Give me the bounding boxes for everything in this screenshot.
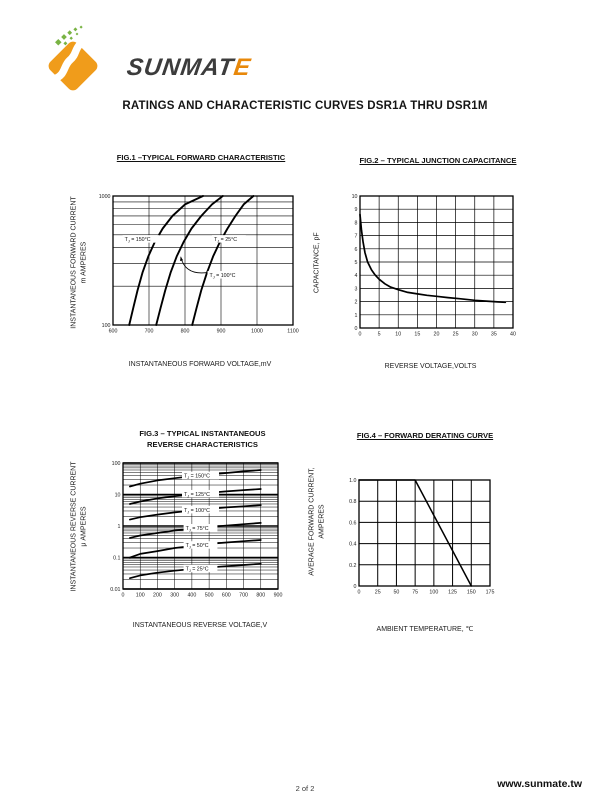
svg-text:100: 100 (429, 590, 438, 596)
svg-text:0: 0 (122, 593, 125, 599)
fig3-caption-line2: REVERSE CHARACTERISTICS (147, 440, 258, 449)
svg-text:0.2: 0.2 (349, 563, 356, 569)
fig3-y-axis-label: INSTANTANEOUS REVERSE CURRENT μ AMPERES (70, 461, 88, 592)
svg-text:1100: 1100 (287, 329, 298, 335)
fig3-x-axis-label: INSTANTANEOUS REVERSE VOLTAGE,V (132, 622, 268, 629)
svg-text:25: 25 (453, 332, 459, 338)
svg-text:100: 100 (136, 593, 145, 599)
svg-text:800: 800 (256, 593, 265, 599)
svg-text:175: 175 (486, 590, 495, 596)
svg-text:1000: 1000 (251, 329, 263, 335)
fig4-y-axis-label: AVERAGE FORWARD CURRENT, AMPERES (308, 467, 326, 576)
svg-text:1000: 1000 (99, 194, 111, 200)
svg-text:0: 0 (355, 326, 358, 332)
svg-text:75: 75 (412, 590, 418, 596)
fig1-caption: FIG.1 –TYPICAL FORWARD CHARACTERISTIC (116, 153, 286, 162)
svg-text:1.0: 1.0 (349, 478, 356, 484)
svg-text:0: 0 (358, 590, 361, 596)
svg-text:150: 150 (467, 590, 476, 596)
svg-text:7: 7 (355, 234, 358, 240)
svg-text:900: 900 (274, 593, 283, 599)
svg-text:100: 100 (102, 323, 111, 329)
svg-text:2: 2 (355, 300, 358, 306)
svg-text:0.01: 0.01 (110, 587, 120, 593)
svg-text:20: 20 (434, 332, 440, 338)
fig2-caption: FIG.2 – TYPICAL JUNCTION CAPACITANCE (359, 156, 517, 165)
fig1-x-axis-label: INSTANTANEOUS FORWARD VOLTAGE,mV (128, 361, 272, 368)
svg-text:0: 0 (354, 584, 357, 590)
svg-text:30: 30 (472, 332, 478, 338)
svg-text:3: 3 (355, 286, 358, 292)
footer-url: www.sunmate.tw (497, 778, 582, 790)
svg-text:300: 300 (170, 593, 179, 599)
svg-text:10: 10 (395, 332, 401, 338)
svg-text:600: 600 (109, 329, 118, 335)
svg-text:TJ = 50°C: TJ = 50°C (186, 543, 209, 549)
page-title: RATINGS AND CHARACTERISTIC CURVES DSR1A … (122, 100, 488, 112)
svg-text:TJ = 125°C: TJ = 125°C (184, 492, 210, 498)
fig4-chart: 0 25 50 75 100 125 150 175 0 0.2 0.4 0.6 0.8 1.0 (330, 468, 515, 600)
svg-text:50: 50 (393, 590, 399, 596)
svg-text:1: 1 (118, 524, 121, 530)
svg-text:25: 25 (375, 590, 381, 596)
svg-text:15: 15 (414, 332, 420, 338)
fig4-x-axis-label: AMBIENT TEMPERATURE, ℃ (376, 626, 474, 633)
svg-text:TJ = 75°C: TJ = 75°C (186, 526, 209, 532)
svg-text:400: 400 (187, 593, 196, 599)
svg-text:0: 0 (359, 332, 362, 338)
svg-text:TJ = 25°C: TJ = 25°C (186, 567, 209, 573)
svg-text:500: 500 (205, 593, 214, 599)
svg-text:600: 600 (222, 593, 231, 599)
fig2-x-axis-label: REVERSE VOLTAGE,VOLTS (384, 363, 477, 370)
svg-text:40: 40 (510, 332, 516, 338)
svg-text:900: 900 (217, 329, 226, 335)
fig3-caption-line1: FIG.3 – TYPICAL INSTANTANEOUS (139, 429, 266, 438)
fig3-chart: 0 100 200 300 400 500 600 700 800 900 100 10 1 0.1 0.0… (94, 452, 309, 604)
svg-text:TJ = 25°C: TJ = 25°C (214, 237, 237, 243)
svg-text:0.4: 0.4 (349, 542, 356, 548)
svg-text:700: 700 (145, 329, 154, 335)
svg-text:5: 5 (355, 260, 358, 266)
fig2-chart: 0 5 10 15 20 25 30 35 40 0 1 2 3 4 5 6 7 8 9 10 (338, 186, 538, 342)
fig4-caption: FIG.4 – FORWARD DERATING CURVE (356, 431, 494, 440)
sunmate-logo: SUNMATE (36, 22, 266, 100)
fig1-chart: 600 700 800 900 1000 1100 100 1000 TJ = 150°C TJ … (86, 186, 306, 342)
svg-text:10: 10 (115, 493, 121, 499)
page-number: 2 of 2 (295, 784, 315, 793)
svg-text:TJ = 150°C: TJ = 150°C (184, 474, 210, 480)
svg-text:TJ = 100°C: TJ = 100°C (210, 273, 236, 279)
sunmate-logo-mark-icon: SUNMATE (48, 25, 253, 91)
svg-text:0.1: 0.1 (113, 556, 120, 562)
logo-swirl-icon (50, 39, 85, 83)
svg-text:100: 100 (112, 461, 121, 467)
svg-text:700: 700 (239, 593, 248, 599)
svg-text:10: 10 (352, 194, 358, 200)
svg-text:TJ = 150°C: TJ = 150°C (125, 237, 151, 243)
svg-text:0.6: 0.6 (349, 520, 356, 526)
svg-text:1: 1 (355, 313, 358, 319)
svg-text:6: 6 (355, 247, 358, 253)
svg-text:200: 200 (153, 593, 162, 599)
svg-text:5: 5 (378, 332, 381, 338)
brand-accent: E (232, 54, 253, 81)
brand-text: SUNMATE (125, 54, 253, 81)
svg-text:9: 9 (355, 207, 358, 213)
svg-text:0.8: 0.8 (349, 499, 356, 505)
svg-text:800: 800 (181, 329, 190, 335)
svg-text:4: 4 (355, 273, 358, 279)
svg-text:8: 8 (355, 220, 358, 226)
logo-diamond-icon (48, 41, 98, 91)
svg-text:35: 35 (491, 332, 497, 338)
fig1-y-axis-label: INSTANTANEOUS FORWARD CURRENT m AMPERES (70, 196, 88, 329)
svg-text:125: 125 (448, 590, 457, 596)
svg-text:TJ = 100°C: TJ = 100°C (184, 508, 210, 514)
brand-main: SUNMAT (125, 54, 237, 81)
fig2-y-axis-label: CAPACITANCE, pF (313, 232, 321, 294)
